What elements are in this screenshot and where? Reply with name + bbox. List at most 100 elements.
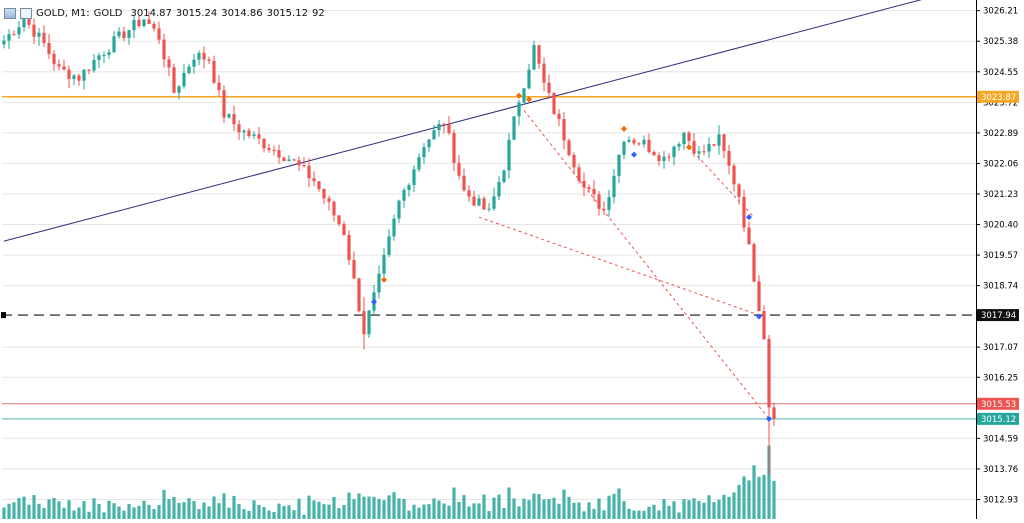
- volume-bar: [317, 501, 321, 519]
- candle-bear: [282, 157, 286, 162]
- low-value: 3014.86: [221, 7, 263, 19]
- volume-bar: [407, 510, 411, 519]
- price-axis: 3026.21 3025.38 3024.55 3023.72 3022.89 3022.…: [976, 7, 1018, 505]
- candle-bull: [507, 139, 511, 171]
- candle-bull: [662, 156, 666, 162]
- volume-bar: [427, 504, 431, 519]
- volume-bar: [177, 502, 181, 519]
- volume-bar: [182, 502, 186, 519]
- volume-bar: [362, 496, 366, 519]
- volume-bar: [737, 484, 741, 519]
- candle-bear: [467, 190, 471, 197]
- candle-bear: [162, 39, 166, 60]
- candle-bear: [122, 31, 126, 39]
- resistance-price-label-box: [977, 90, 1019, 103]
- volume-bar: [562, 489, 566, 519]
- volume-bar: [602, 510, 606, 519]
- volume-bar: [257, 504, 261, 519]
- candle-bear: [77, 75, 81, 81]
- candle-bull: [92, 59, 96, 71]
- candle-bull: [697, 151, 701, 154]
- candle-bull: [502, 170, 506, 182]
- candle-bull: [102, 54, 106, 56]
- volume-bar: [142, 500, 146, 519]
- candle-bear: [442, 123, 446, 125]
- volume-bar: [432, 498, 436, 519]
- volume-bar: [722, 494, 726, 519]
- buy-marker: [631, 151, 637, 158]
- volume-bar: [282, 506, 286, 519]
- candle-bear: [567, 140, 571, 156]
- trade-connector-line: [478, 216, 760, 316]
- sell-marker: [381, 276, 387, 283]
- candle-bull: [252, 134, 256, 136]
- resistance-price-label: 3023.87: [981, 93, 1016, 103]
- candle-bear: [62, 66, 66, 70]
- sell-marker: [621, 125, 627, 132]
- candle-bear: [687, 132, 691, 141]
- candle-bear: [652, 151, 656, 156]
- candle-bear: [637, 143, 641, 145]
- candle-bull: [412, 169, 416, 186]
- volume-bar: [172, 496, 176, 519]
- volume-bar: [342, 504, 346, 519]
- volume-bar: [212, 496, 216, 519]
- candle-bear: [732, 165, 736, 185]
- candle-bull: [37, 32, 41, 37]
- volume-bar: [377, 498, 381, 519]
- volume-bar: [92, 498, 96, 519]
- volume-bar: [557, 503, 561, 519]
- volume-bar: [32, 495, 36, 519]
- price-tick-label: 3026.21: [983, 7, 1018, 17]
- candle-bear: [247, 130, 251, 136]
- volume-bar: [22, 496, 26, 519]
- candle-bear: [207, 59, 211, 61]
- volume-bar: [387, 495, 391, 519]
- volume-bar: [597, 498, 601, 519]
- candle-bull: [287, 159, 291, 162]
- volume-bar: [672, 501, 676, 519]
- candle-bear: [757, 281, 761, 312]
- volume-bar: [67, 500, 71, 519]
- candle-bull: [682, 132, 686, 144]
- candle-bear: [457, 162, 461, 176]
- volume-bar: [507, 487, 511, 519]
- volume-bar: [202, 502, 206, 519]
- volume-bar: [547, 499, 551, 519]
- chart-grid-icon[interactable]: [20, 7, 32, 19]
- chart-window-icon[interactable]: [4, 7, 16, 19]
- candle-bull: [397, 200, 401, 219]
- candle-bear: [552, 92, 556, 114]
- candle-bear: [137, 19, 141, 27]
- candle-bull: [487, 208, 491, 210]
- volume-bar: [657, 510, 661, 519]
- volume-bar: [627, 508, 631, 519]
- candle-bull: [117, 31, 121, 37]
- volume-bar: [332, 496, 336, 519]
- ask-price-label-box: [977, 397, 1019, 410]
- candle-bear: [762, 311, 766, 339]
- candle-bear: [337, 215, 341, 225]
- volume-bar: [122, 510, 126, 519]
- volume-bar: [607, 495, 611, 519]
- candle-bear: [212, 60, 216, 83]
- volume-bar: [107, 500, 111, 519]
- volume-bar: [512, 498, 516, 519]
- dashed-level-handle: [1, 312, 6, 319]
- candle-bear: [577, 167, 581, 182]
- volume-bar: [767, 445, 771, 519]
- candle-bull: [517, 102, 521, 117]
- candle-bear: [217, 82, 221, 91]
- volume-bar: [337, 508, 341, 519]
- candle-bear: [702, 151, 706, 153]
- volume-bar: [552, 497, 556, 519]
- price-tick-label: 3025.38: [983, 37, 1018, 47]
- volume-bar: [267, 510, 271, 519]
- candle-bull: [427, 139, 431, 148]
- candle-bear: [277, 150, 281, 158]
- volume-bar: [277, 503, 281, 519]
- buy-marker: [746, 214, 752, 221]
- volume-bar: [632, 510, 636, 519]
